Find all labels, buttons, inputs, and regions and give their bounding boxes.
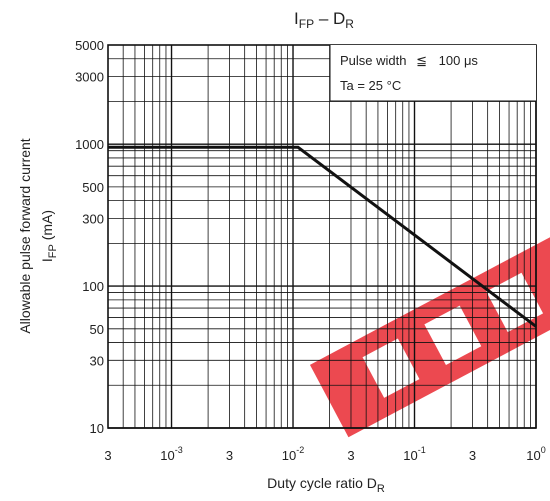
x-tick-exponent: -3 [175, 445, 183, 455]
x-tick-base: 10 [403, 448, 417, 463]
x-label-sub: R [377, 483, 385, 495]
x-axis-label: Duty cycle ratio DR [267, 475, 385, 495]
x-tick-base: 3 [347, 448, 354, 463]
x-tick-label: 10-3 [160, 445, 182, 463]
title-sep-sub: R [345, 17, 354, 31]
y-tick-label: 500 [82, 180, 104, 195]
title-sep: – D [314, 9, 345, 28]
y-tick-label: 10 [90, 421, 104, 436]
y-tick-label: 1000 [75, 137, 104, 152]
y-axis-label: Allowable pulse forward current IFP (mA) [17, 138, 59, 333]
pulse-width-label: Pulse width [340, 53, 406, 68]
x-tick-exponent: -1 [418, 445, 426, 455]
y-label-unit: (mA) [39, 210, 55, 244]
y-axis-label-line2: IFP (mA) [39, 210, 59, 262]
pulse-width-condition: Pulse width ≦ 100 μs [340, 53, 478, 68]
x-tick-label: 10-1 [403, 445, 425, 463]
x-tick-exponent: -2 [296, 445, 304, 455]
watermark-cut-2 [424, 305, 482, 365]
x-tick-label: 100 [526, 445, 545, 463]
conditions-box-bg [330, 45, 536, 101]
y-label-symbol: I [39, 258, 55, 262]
y-tick-label: 50 [90, 322, 104, 337]
x-tick-label: 10-2 [282, 445, 304, 463]
x-tick-base: 10 [282, 448, 296, 463]
x-tick-base: 10 [526, 448, 540, 463]
x-tick-label: 3 [226, 448, 233, 463]
grid [107, 44, 537, 429]
x-tick-label: 3 [104, 448, 111, 463]
y-axis-label-line1: Allowable pulse forward current [17, 138, 33, 333]
chart-title: IFP – DR [294, 9, 354, 31]
series-line [108, 145, 537, 328]
pulse-width-symbol: ≦ [416, 53, 427, 68]
ambient-temperature: Ta = 25 °C [340, 78, 401, 93]
y-tick-label: 5000 [75, 38, 104, 53]
watermark-logo [309, 223, 550, 438]
x-tick-labels: 3 10-3 3 10-2 3 10-1 3 100 [104, 445, 545, 463]
y-tick-label: 30 [90, 353, 104, 368]
x-tick-label: 3 [469, 448, 476, 463]
plot-frame [107, 44, 537, 429]
x-tick-base: 10 [160, 448, 174, 463]
x-tick-base: 3 [104, 448, 111, 463]
x-label-main: Duty cycle ratio D [267, 475, 377, 491]
x-tick-base: 3 [226, 448, 233, 463]
y-tick-label: 100 [82, 279, 104, 294]
y-label-symbol-sub: FP [47, 244, 59, 258]
x-tick-label: 3 [347, 448, 354, 463]
y-tick-label: 300 [82, 211, 104, 226]
conditions-box: Pulse width ≦ 100 μs Ta = 25 °C [329, 45, 536, 102]
x-tick-exponent: 0 [541, 445, 546, 455]
y-tick-label: 3000 [75, 69, 104, 84]
x-tick-base: 3 [469, 448, 476, 463]
watermark-cut-1 [362, 338, 420, 398]
title-main-sub: FP [299, 17, 314, 31]
title-main: I [294, 9, 299, 28]
y-tick-labels: 10 30 50 100 300 500 1000 3000 5000 [75, 38, 104, 436]
pulse-width-value: 100 μs [439, 53, 479, 68]
